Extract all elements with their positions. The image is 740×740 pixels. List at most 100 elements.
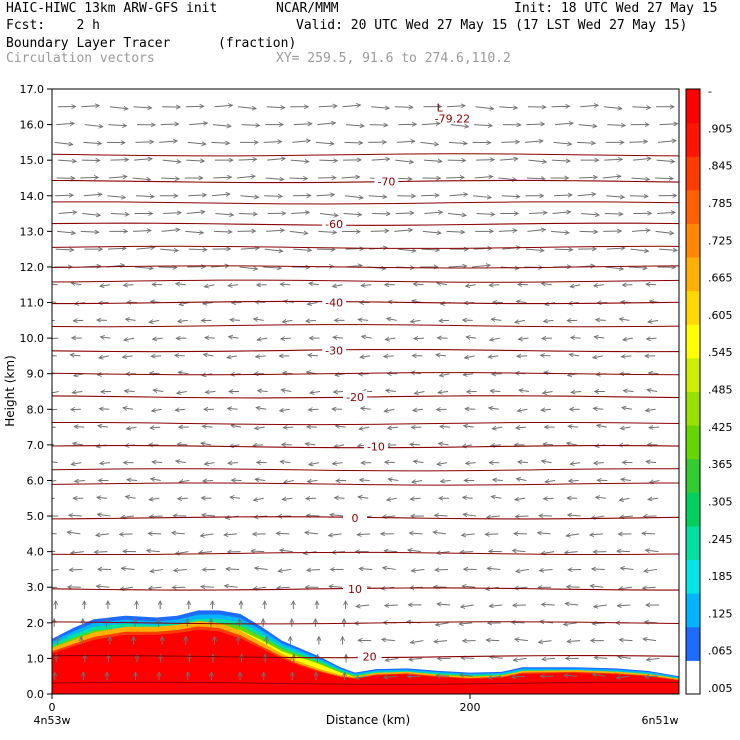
circulation-vector (230, 497, 241, 498)
circulation-vector (67, 532, 81, 534)
circulation-vector (646, 409, 656, 411)
contour-label: -60 (325, 218, 343, 231)
circulation-vector (318, 106, 337, 107)
circulation-vector (108, 176, 127, 178)
circulation-vector (152, 462, 163, 463)
circulation-vector (359, 569, 373, 570)
circulation-vector (100, 337, 111, 338)
circulation-vector (341, 177, 360, 178)
circulation-vector (441, 480, 451, 481)
circulation-vector (161, 230, 180, 232)
circulation-vector (122, 568, 135, 569)
circulation-vector (492, 427, 503, 429)
circulation-vector (438, 392, 449, 393)
circulation-vector (594, 337, 605, 339)
circulation-vector (291, 212, 309, 213)
circulation-vector (126, 496, 136, 498)
colorbar-cell (686, 492, 700, 527)
circulation-vector (253, 445, 264, 446)
circulation-vector (80, 177, 98, 178)
circulation-vector (357, 534, 371, 535)
circulation-vector (293, 124, 312, 125)
circulation-vector (518, 338, 529, 339)
circulation-vector (162, 160, 181, 162)
circulation-vector (463, 497, 473, 498)
circulation-vector (203, 354, 214, 356)
circulation-vector (655, 231, 674, 233)
circulation-vector (629, 196, 648, 197)
circulation-vector (158, 267, 177, 268)
y-tick-label: 6.0 (27, 474, 45, 487)
circulation-vector (57, 231, 75, 233)
circulation-vector (472, 265, 490, 267)
colorbar-cell (686, 391, 700, 426)
circulation-vector (591, 516, 605, 518)
circulation-vector (555, 123, 573, 125)
circulation-vector (361, 408, 371, 409)
temperature-contour (52, 201, 679, 205)
circulation-vector (629, 141, 647, 142)
circulation-vector (656, 160, 675, 162)
circulation-vector (593, 408, 604, 409)
circulation-vector (647, 658, 660, 660)
circulation-vector (69, 515, 82, 516)
circulation-vector (120, 534, 133, 535)
colorbar-label: .845 (708, 160, 733, 173)
circulation-vector (186, 212, 205, 214)
circulation-vector (52, 338, 59, 339)
circulation-vector (476, 214, 495, 215)
circulation-vector (540, 569, 553, 570)
temperature-contour (52, 222, 679, 226)
circulation-vector (370, 231, 389, 232)
circulation-vector (594, 658, 608, 659)
contour-label-background (374, 175, 399, 188)
circulation-vector (238, 107, 256, 109)
circulation-vector (489, 605, 503, 606)
y-tick-label: 1.0 (27, 652, 45, 665)
circulation-vector (254, 498, 264, 500)
circulation-vector (227, 356, 238, 358)
circulation-vector (619, 498, 630, 500)
circulation-vector (466, 463, 476, 464)
circulation-vector (388, 479, 399, 481)
circulation-vector (394, 107, 413, 108)
circulation-vector (71, 283, 82, 285)
circulation-vector (602, 176, 621, 178)
circulation-vector (251, 551, 265, 552)
circulation-vector (264, 249, 283, 251)
circulation-vector (594, 285, 604, 286)
circulation-vector (205, 392, 216, 393)
circulation-vector (544, 498, 554, 499)
circulation-vector (355, 676, 369, 678)
circulation-vector (646, 284, 657, 285)
temperature-contour (52, 265, 679, 269)
circulation-vector (606, 248, 625, 249)
circulation-vector (565, 552, 578, 553)
circulation-vector (317, 123, 335, 125)
circulation-vector (515, 516, 529, 517)
circulation-vector (97, 514, 111, 516)
circulation-vector (253, 587, 267, 589)
circulation-vector (203, 303, 213, 304)
init-time: Init: 18 UTC Wed 27 May 15 (514, 1, 718, 16)
circulation-vector (630, 249, 648, 251)
circulation-vector (124, 338, 135, 340)
circulation-vector (267, 158, 285, 160)
circulation-vector (185, 231, 203, 233)
colorbar-cell (686, 559, 700, 594)
circulation-vector (487, 568, 501, 569)
circulation-vector (126, 319, 136, 320)
circulation-vector (568, 426, 579, 427)
circulation-vector (474, 125, 492, 126)
circulation-vector (202, 426, 213, 427)
circulation-vector (476, 160, 494, 161)
circulation-vector (73, 320, 84, 321)
colorbar-label: .725 (708, 234, 733, 247)
circulation-vector (54, 142, 73, 144)
circulation-vector (422, 231, 441, 233)
colorbar-label: .005 (708, 682, 733, 695)
circulation-vector (94, 552, 108, 553)
circulation-vector (542, 604, 555, 605)
circulation-vector (282, 498, 293, 499)
y-tick-label: 4.0 (27, 546, 45, 559)
